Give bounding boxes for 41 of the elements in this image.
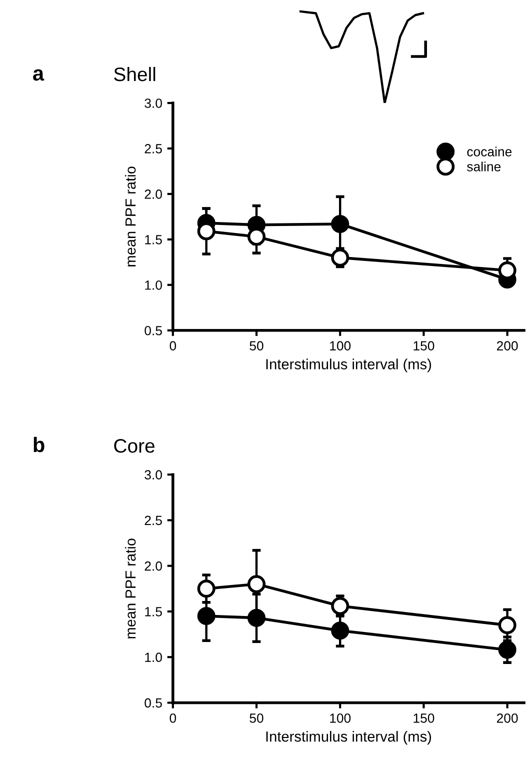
legend-label: cocaine <box>467 146 512 156</box>
x-tick-label: 0 <box>170 713 176 723</box>
point <box>331 248 350 267</box>
x-tick-label: 200 <box>496 341 518 350</box>
chart-title: Shell <box>114 66 156 82</box>
x-tick-label: 150 <box>414 713 434 723</box>
point <box>498 616 516 634</box>
text: a <box>33 69 44 81</box>
y-tick-label: 1.5 <box>145 235 162 244</box>
point <box>331 214 350 233</box>
x-tick-label: 100 <box>330 341 351 350</box>
y-tick-label: 2.0 <box>144 190 162 199</box>
x-tick-label: 150 <box>414 341 434 350</box>
y-tick-label: 0.5 <box>144 698 162 708</box>
point <box>247 608 266 627</box>
y-tick-label: 3.0 <box>144 470 162 480</box>
y-axis-title: mean PPF ratio <box>124 538 136 638</box>
y-tick-label: 2.5 <box>144 516 162 526</box>
chart-title: Core <box>114 438 154 453</box>
x-tick-label: 200 <box>496 713 518 723</box>
y-axis-title: mean PPF ratio <box>124 166 136 266</box>
point <box>197 580 216 598</box>
y-tick-label: 1.0 <box>145 280 162 290</box>
point <box>197 607 216 626</box>
y-tick-label: 2.0 <box>144 561 162 571</box>
point <box>331 622 350 640</box>
y-tick-label: 1.0 <box>145 652 162 662</box>
legend-label: saline <box>467 162 501 172</box>
x-tick-label: 0 <box>170 341 176 350</box>
x-tick-label: 50 <box>250 341 264 350</box>
y-tick-label: 1.5 <box>145 607 162 616</box>
x-tick-label: 100 <box>330 713 351 723</box>
point <box>498 640 516 659</box>
x-axis-title: Interstimulus interval (ms) <box>266 358 432 372</box>
y-tick-label: 0.5 <box>144 326 162 336</box>
point <box>247 575 266 594</box>
y-tick-label: 3.0 <box>144 98 162 108</box>
x-axis-title: Interstimulus interval (ms) <box>266 730 432 745</box>
x-tick-label: 50 <box>250 713 264 723</box>
y-tick-label: 2.5 <box>144 144 162 154</box>
text: b <box>34 436 44 452</box>
